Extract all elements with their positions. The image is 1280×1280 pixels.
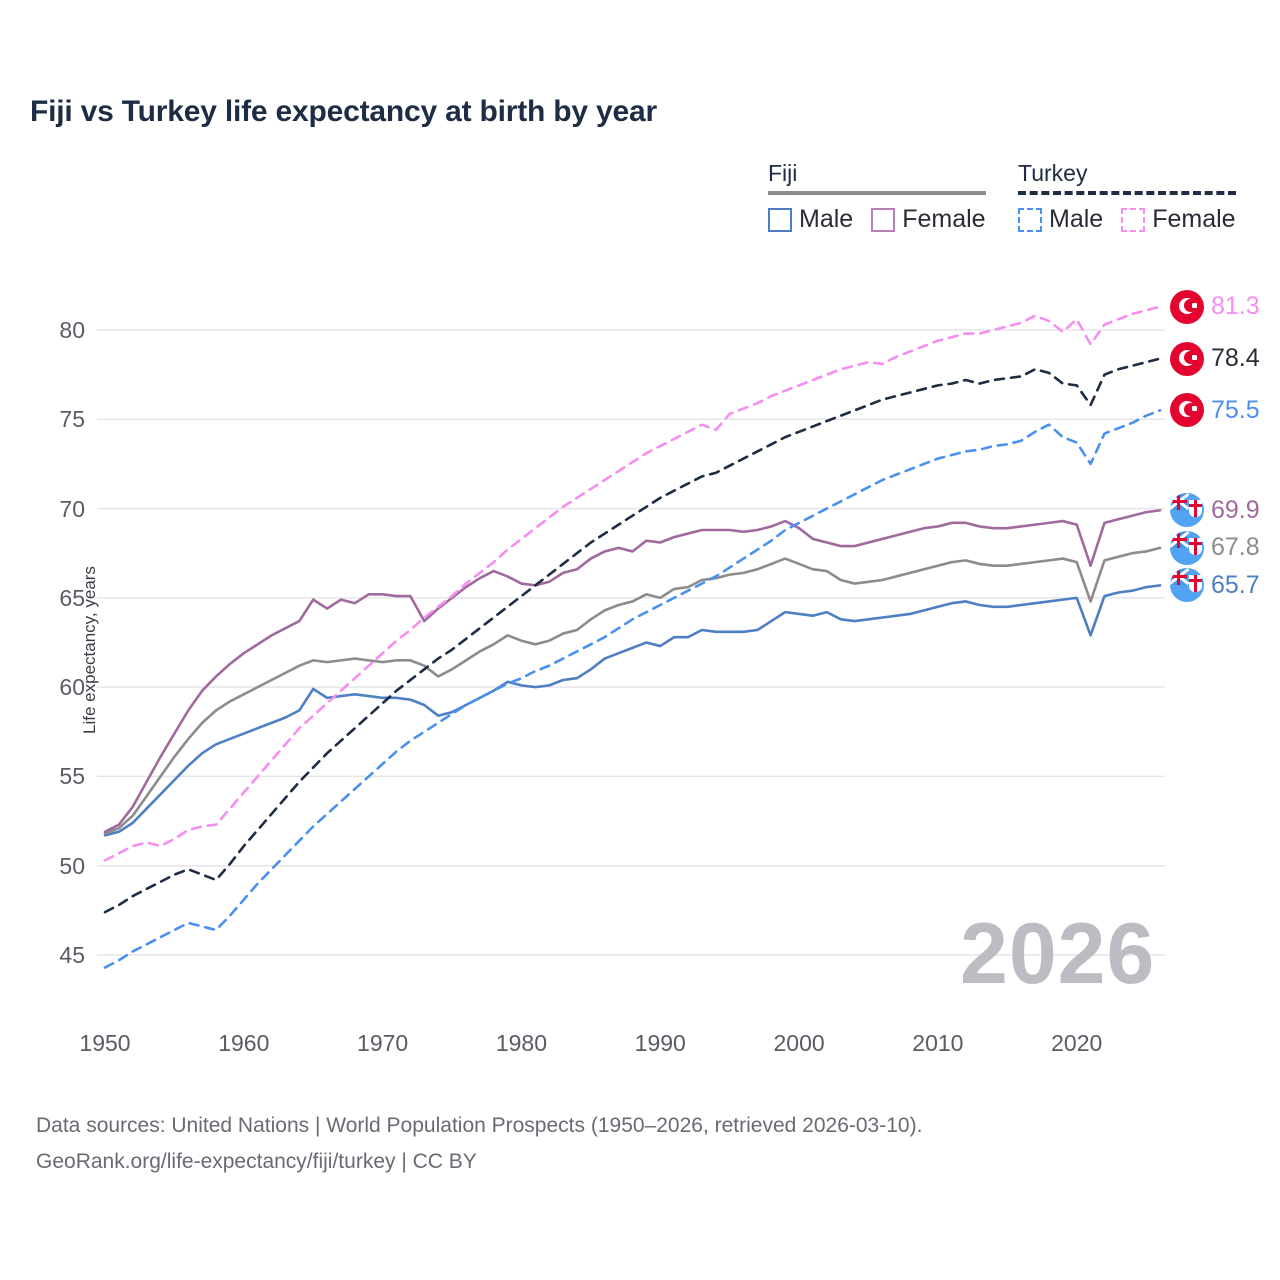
series-line [103,509,1162,834]
legend-swatch-icon [1121,207,1146,232]
series-end-value: 78.4 [1211,344,1260,373]
series-end-label: 75.5 [1170,393,1260,428]
series-line [103,305,1162,862]
x-tick-label: 2020 [1051,1030,1103,1056]
series-line [103,357,1162,914]
fiji-flag-icon [1170,493,1204,528]
y-tick-label: 60 [59,674,85,701]
x-tick-label: 1980 [495,1030,548,1056]
legend-group-fiji: Fiji Male Female [768,160,986,234]
legend-swatch-icon [768,207,792,232]
series-end-value: 75.5 [1211,395,1260,424]
fiji-flag-icon [1170,568,1204,603]
y-tick-label: 55 [59,763,85,790]
legend-item-turkey-male[interactable]: Male [1018,205,1103,234]
legend-country-label: Turkey [1018,160,1088,186]
legend-country-label: Fiji [768,160,798,186]
fiji-flag-icon [1170,530,1204,565]
series-end-value: 69.9 [1211,495,1260,524]
y-tick-label: 75 [59,406,85,433]
series-end-label: 67.8 [1170,530,1260,565]
series-end-label: 78.4 [1170,341,1260,376]
turkey-flag-icon [1170,393,1204,428]
chart-legend: Fiji Male Female Turkey Male [0,160,1280,245]
x-tick-label: 1950 [79,1030,131,1056]
footer-line-sources: Data sources: United Nations | World Pop… [36,1114,923,1137]
turkey-flag-icon [1170,341,1204,376]
series-end-value: 81.3 [1211,292,1260,321]
legend-item-fiji-male[interactable]: Male [768,205,853,234]
legend-item-label: Female [1152,205,1236,233]
legend-swatch-icon [871,207,896,232]
x-tick-label: 1960 [218,1030,270,1056]
legend-rule-solid [768,191,986,195]
y-tick-label: 65 [59,584,85,611]
legend-item-label: Male [799,205,854,233]
legend-swatch-icon [1018,207,1042,232]
series-end-label: 65.7 [1170,568,1260,603]
legend-item-turkey-female[interactable]: Female [1121,205,1236,234]
year-watermark: 2026 [960,906,1156,1002]
series-end-value: 67.8 [1211,533,1260,562]
x-tick-label: 1970 [357,1030,409,1056]
legend-item-fiji-female[interactable]: Female [871,205,986,234]
y-tick-label: 50 [59,852,85,879]
footer: Data sources: United Nations | World Pop… [36,1108,1236,1180]
legend-group-turkey: Turkey Male Female [1018,160,1236,234]
series-end-label: 81.3 [1170,289,1260,324]
legend-item-label: Male [1049,205,1104,233]
y-tick-label: 70 [59,495,85,522]
series-end-label: 69.9 [1170,493,1260,528]
x-tick-label: 2010 [912,1030,964,1056]
legend-rule-dashed [1018,191,1236,195]
series-line [103,584,1162,837]
y-tick-label: 45 [59,942,85,968]
footer-line-attribution: GeoRank.org/life-expectancy/fiji/turkey … [36,1150,477,1173]
series-end-value: 65.7 [1211,570,1260,599]
page-title: Fiji vs Turkey life expectancy at birth … [30,95,657,128]
x-tick-label: 1990 [634,1030,686,1056]
series-line [103,409,1162,969]
turkey-flag-icon [1170,289,1204,324]
x-tick-label: 2000 [773,1030,825,1056]
y-tick-label: 80 [59,317,85,343]
legend-item-label: Female [902,205,986,233]
series-line [103,546,1162,835]
